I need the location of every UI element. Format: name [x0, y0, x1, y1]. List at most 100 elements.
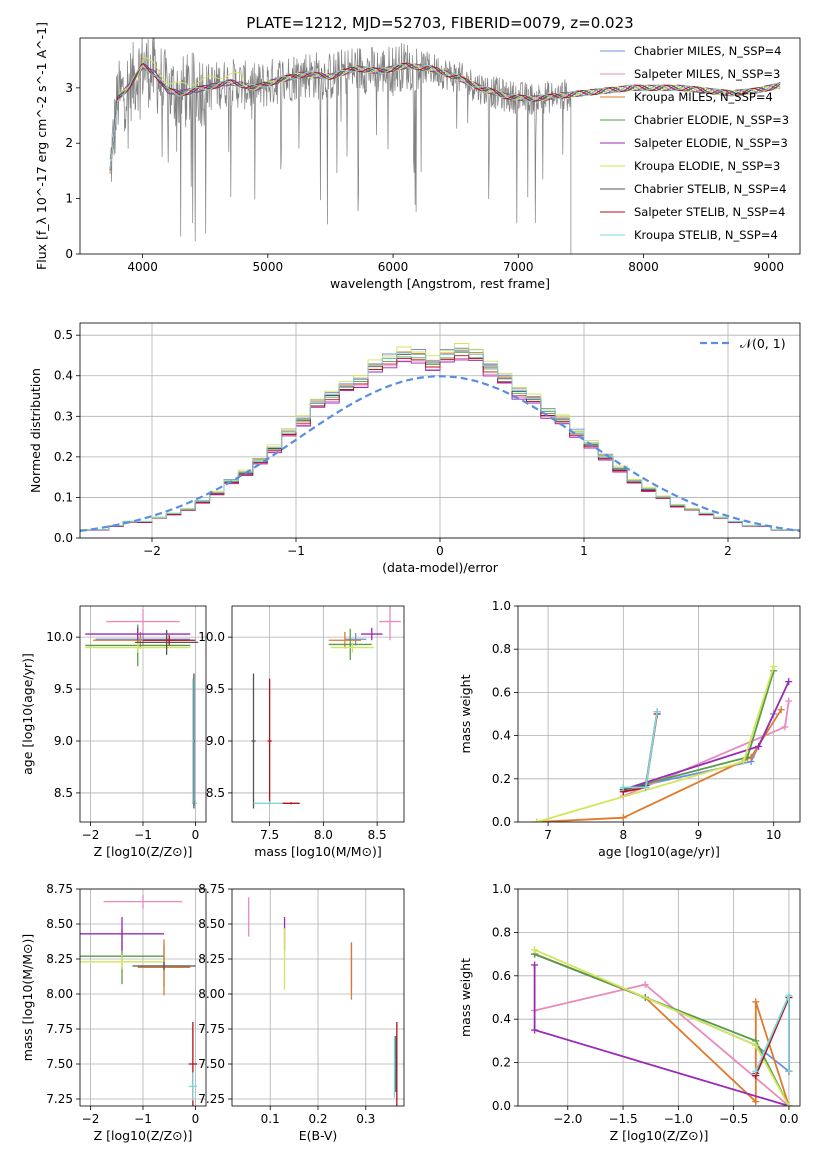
y-tick-label: 0.8	[492, 925, 511, 939]
y-tick-label: 0.0	[492, 815, 511, 829]
y-tick-label: 10.0	[46, 630, 73, 644]
x-axis-label: E(B-V)	[299, 1128, 338, 1143]
x-tick-label: −2.0	[553, 1112, 582, 1126]
axes-frame	[517, 888, 801, 1107]
axes-frame	[231, 888, 405, 1107]
panel-spectrum: 4000 5000 6000 7000 8000 9000 0 1 2 3 wavelength […	[34, 22, 801, 291]
axes-frame	[517, 605, 801, 823]
plot-area	[531, 946, 793, 1106]
y-tick-label: 0.2	[492, 1056, 511, 1070]
x-tick-label: −1	[287, 544, 305, 558]
y-tick-label: 0.8	[492, 642, 511, 656]
normal-curve	[80, 375, 800, 532]
x-tick-label: 6000	[378, 260, 409, 274]
y-tick-label: 8.75	[46, 882, 73, 896]
x-tick-label: 10	[766, 828, 781, 842]
panel-mass_vs_Z: −2 −1 0 7.25 7.50 7.75 8.00 8.25 8.50 8.75 Z [log1…	[20, 882, 207, 1143]
x-tick-label: 8000	[628, 260, 659, 274]
plot-area	[251, 606, 401, 809]
x-tick-label: 0	[192, 1112, 200, 1126]
y-tick-label: 7.75	[46, 1022, 73, 1036]
y-axis-label: Flux [f_λ 10^-17 erg cm^-2 s^-1 A^-1]	[34, 22, 49, 270]
y-tick-label: 2	[65, 136, 73, 150]
legend-label: Chabrier MILES, N_SSP=4	[634, 44, 781, 58]
x-tick-label: 0	[436, 544, 444, 558]
panel-age_vs_Z: −2 −1 0 8.5 9.0 9.5 10.0 Z [log10(Z/Z⊙)] age [lo…	[20, 605, 207, 859]
x-axis-label: Z [log10(Z/Z⊙)]	[94, 844, 193, 859]
y-tick-label: 0.4	[54, 369, 73, 383]
model-line-salpeter-stelib	[109, 62, 781, 169]
legend-label: 𝒩(0, 1)	[740, 336, 786, 351]
legend-label: Chabrier ELODIE, N_SSP=3	[634, 113, 789, 127]
x-tick-label: 0.0	[779, 1112, 798, 1126]
axes-frame	[79, 322, 801, 539]
x-tick-label: 1	[580, 544, 588, 558]
x-axis-label: age [log10(age/yr)]	[598, 844, 720, 859]
plot-area	[533, 662, 793, 822]
y-tick-label: 8.50	[198, 917, 225, 931]
y-tick-label: 0.2	[492, 772, 511, 786]
x-tick-label: −1	[134, 1112, 152, 1126]
axes-frame	[79, 605, 207, 823]
x-tick-label: 7000	[503, 260, 534, 274]
y-tick-label: 0.6	[492, 685, 511, 699]
y-tick-label: 9.0	[54, 734, 73, 748]
data-spectrum-line	[109, 38, 572, 254]
y-tick-label: 0.0	[492, 1099, 511, 1113]
y-tick-label: 0.0	[54, 531, 73, 545]
weight-line-kroupa-stelib	[623, 711, 658, 789]
plot-area	[85, 609, 199, 809]
y-tick-label: 10.0	[198, 630, 225, 644]
x-tick-label: 0.3	[356, 1112, 375, 1126]
grid-lines	[232, 888, 404, 1106]
legend-label: Kroupa MILES, N_SSP=4	[634, 90, 773, 104]
weight-line-salpeter-stelib	[754, 997, 790, 1076]
grid-lines	[80, 888, 206, 1106]
y-tick-label: 8.5	[54, 786, 73, 800]
x-tick-label: −0.5	[719, 1112, 748, 1126]
y-tick-label: 9.0	[206, 734, 225, 748]
x-tick-label: 2	[724, 544, 732, 558]
x-tick-label: −2	[82, 1112, 100, 1126]
y-tick-label: 0.1	[54, 490, 73, 504]
model-line-kroupa-elodie	[109, 56, 781, 173]
y-tick-label: 7.75	[198, 1022, 225, 1036]
y-tick-label: 0.3	[54, 409, 73, 423]
legend-label: Kroupa ELODIE, N_SSP=3	[634, 159, 780, 173]
y-tick-label: 0.5	[54, 328, 73, 342]
x-axis-label: wavelength [Angstrom, rest frame]	[330, 276, 550, 291]
y-axis-label: Normed distribution	[28, 368, 43, 493]
x-tick-label: −1	[134, 828, 152, 842]
x-axis-label: (data-model)/error	[382, 560, 499, 575]
legend-label: Salpeter STELIB, N_SSP=4	[634, 205, 785, 219]
y-axis-label: mass weight	[458, 958, 473, 1037]
y-tick-label: 7.50	[46, 1057, 73, 1071]
y-tick-label: 9.5	[206, 682, 225, 696]
panel-residuals: −2 −1 0 1 2 0.0 0.1 0.2 0.3 0.4 0.5 (data-model)/er…	[28, 322, 801, 575]
model-line-chabrier-stelib	[109, 62, 781, 171]
legend-label: Kroupa STELIB, N_SSP=4	[634, 228, 778, 242]
weight-line-kroupa-miles	[536, 709, 782, 822]
figure-title: PLATE=1212, MJD=52703, FIBERID=0079, z=0…	[246, 14, 633, 32]
weight-line-chabrier-elodie	[534, 953, 790, 1106]
axes-frame	[79, 888, 207, 1107]
y-tick-label: 8.75	[198, 882, 225, 896]
y-tick-label: 8.00	[46, 987, 73, 1001]
x-axis-label: mass [log10(M/M⊙)]	[254, 844, 382, 859]
y-axis-label: mass weight	[458, 674, 473, 753]
legend-label: Chabrier STELIB, N_SSP=4	[634, 182, 786, 196]
x-tick-label: 0.1	[261, 1112, 280, 1126]
x-tick-label: 0.2	[308, 1112, 327, 1126]
x-tick-label: 5000	[253, 260, 284, 274]
plot-area	[80, 894, 198, 1106]
weight-line-kroupa-elodie	[536, 666, 775, 822]
x-tick-label: 4000	[127, 260, 158, 274]
x-axis-label: Z [log10(Z/Z⊙)]	[94, 1128, 193, 1143]
weight-line-kroupa-stelib	[754, 994, 790, 1072]
weight-line-salpeter-elodie	[533, 965, 790, 1106]
plot-area	[109, 38, 781, 254]
y-tick-label: 1	[65, 192, 73, 206]
y-tick-label: 3	[65, 81, 73, 95]
y-tick-label: 1.0	[492, 599, 511, 613]
